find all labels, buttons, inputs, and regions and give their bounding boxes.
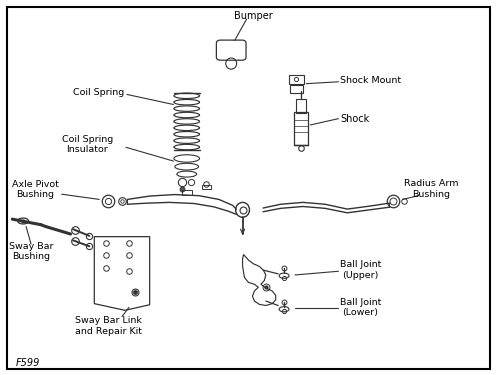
Text: Bumper: Bumper	[234, 11, 273, 21]
Text: Axle Pivot
Bushing: Axle Pivot Bushing	[11, 180, 59, 199]
Text: Radius Arm
Bushing: Radius Arm Bushing	[404, 179, 459, 199]
Bar	[202, 185, 211, 189]
Text: Shock Mount: Shock Mount	[340, 76, 401, 85]
Text: F599: F599	[16, 358, 41, 368]
Text: Coil Spring: Coil Spring	[73, 88, 124, 98]
Text: Sway Bar
Bushing: Sway Bar Bushing	[9, 242, 53, 261]
Bar	[290, 85, 303, 93]
Bar	[294, 112, 308, 146]
Bar	[182, 190, 192, 195]
Text: Sway Bar Link
and Repair Kit: Sway Bar Link and Repair Kit	[75, 316, 142, 336]
Bar	[296, 99, 306, 113]
Text: Shock: Shock	[340, 114, 369, 124]
Bar	[289, 75, 304, 84]
Text: Ball Joint
(Upper): Ball Joint (Upper)	[340, 260, 381, 280]
Text: Ball Joint
(Lower): Ball Joint (Lower)	[340, 298, 381, 317]
Text: Coil Spring
Insulator: Coil Spring Insulator	[62, 135, 113, 154]
